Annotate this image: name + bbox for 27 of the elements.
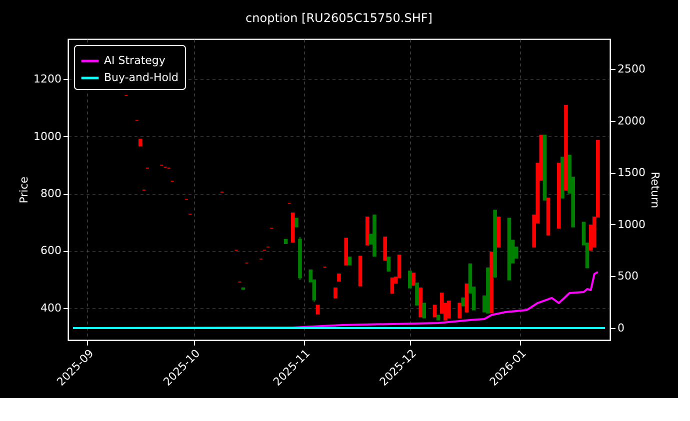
candlestick (432, 304, 437, 318)
candlestick (334, 288, 338, 298)
y2-tick-label: 0 (618, 321, 624, 334)
candlestick (458, 302, 462, 318)
chart-title: cnoption [RU2605C15750.SHF] (246, 11, 432, 25)
candlestick (386, 256, 391, 272)
candlestick (412, 272, 416, 286)
y2-tick-label: 2500 (618, 62, 646, 76)
legend-label: AI Strategy (104, 54, 166, 67)
y2-tick-label: 1000 (618, 218, 646, 231)
candlestick (422, 302, 426, 318)
candlestick (408, 270, 412, 288)
y-axis-title: Price (18, 176, 31, 204)
y2-tick-label: 1500 (618, 166, 646, 180)
candlestick (415, 282, 419, 306)
y-tick-label: 400 (40, 301, 62, 314)
y2-axis-title: Return (648, 172, 662, 208)
legend-label: Buy-and-Hold (104, 71, 179, 84)
y-tick-label: 1200 (34, 72, 62, 86)
y-tick-label: 600 (40, 244, 62, 258)
y-tick-label: 800 (40, 187, 62, 200)
candlestick (447, 300, 451, 318)
y2-tick-label: 2000 (618, 114, 646, 128)
candlestick (383, 236, 388, 261)
candlestick (390, 278, 394, 294)
y-tick-label: 1000 (34, 130, 62, 143)
y2-tick-label: 500 (618, 270, 638, 283)
